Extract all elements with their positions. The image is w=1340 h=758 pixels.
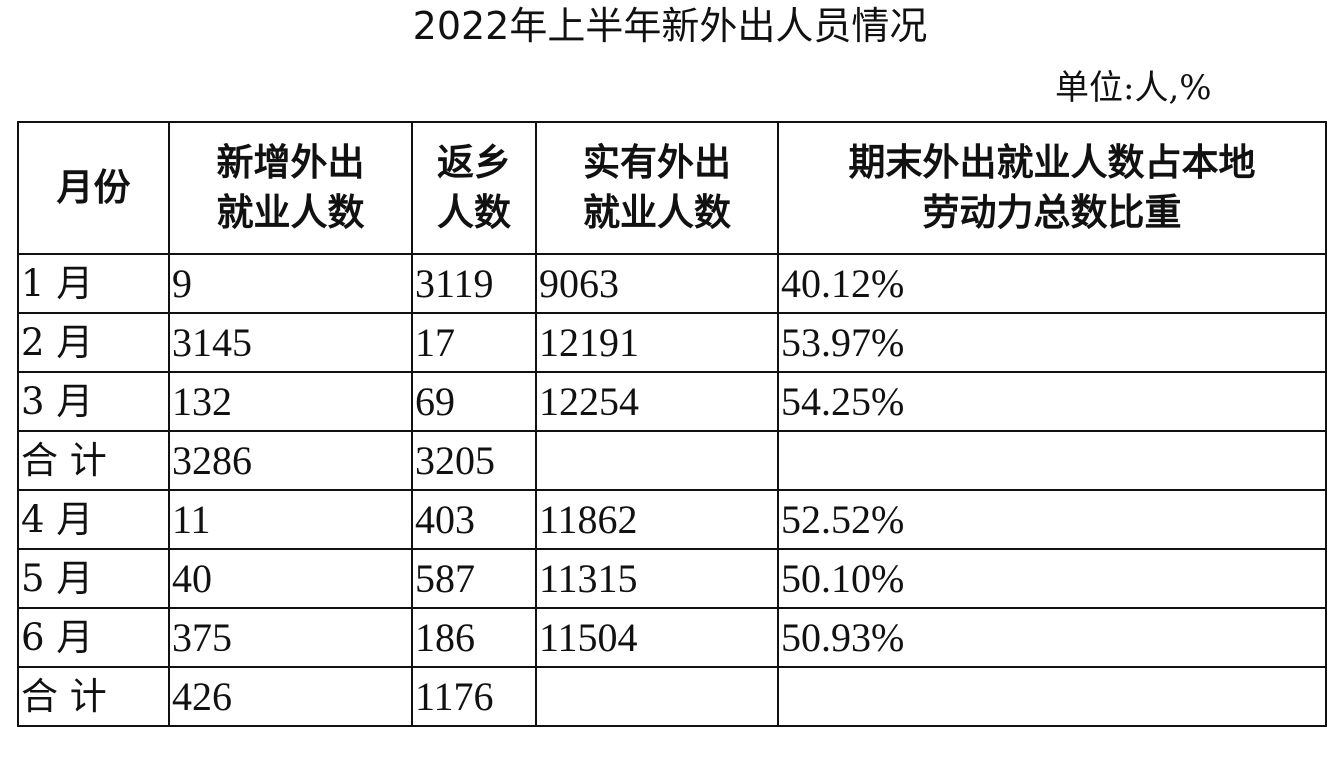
cell-outbound-share-of-labor: 52.52% [777,489,1327,550]
column-header-month: 月份 [17,121,170,255]
cell-new-outbound-employed: 426 [168,666,413,727]
cell-new-outbound-employed: 40 [168,548,413,609]
cell-outbound-share-of-labor: 50.93% [777,607,1327,668]
column-header-outbound-share-of-labor: 期末外出就业人数占本地 劳动力总数比重 [777,121,1327,255]
column-header-line: 实有外出 [583,141,731,184]
data-table: 月份 新增外出 就业人数 返乡 人数 实有外出 就业人数 期末外出就业人数占本地 劳动力总数比重… [17,121,1327,727]
column-header-line: 就业人数 [583,191,731,234]
cell-current-outbound-employed: 12254 [535,371,779,432]
column-header-line: 月份 [56,166,131,209]
cell-outbound-share-of-labor: 40.12% [777,253,1327,314]
cell-current-outbound-employed [535,430,779,491]
cell-outbound-share-of-labor: 50.10% [777,548,1327,609]
column-header-line: 返乡 [437,141,511,184]
cell-current-outbound-employed: 11504 [535,607,779,668]
table-row: 4 月 11 403 11862 52.52% [17,489,1327,550]
page-title: 2022年上半年新外出人员情况 [412,4,928,48]
cell-returned-home: 186 [411,607,537,668]
cell-outbound-share-of-labor: 53.97% [777,312,1327,373]
cell-returned-home: 17 [411,312,537,373]
cell-outbound-share-of-labor: 54.25% [777,371,1327,432]
cell-outbound-share-of-labor [777,430,1327,491]
cell-month: 合 计 [17,430,170,491]
unit-label: 单位:人,% [1055,68,1212,108]
column-header-line: 新增外出 [216,141,365,184]
cell-current-outbound-employed: 9063 [535,253,779,314]
column-header-line: 人数 [437,191,511,234]
cell-returned-home: 3119 [411,253,537,314]
table-row: 合 计 426 1176 [17,666,1327,727]
cell-current-outbound-employed [535,666,779,727]
table-row: 6 月 375 186 11504 50.93% [17,607,1327,668]
table-row: 2 月 3145 17 12191 53.97% [17,312,1327,373]
cell-month: 2 月 [17,312,170,373]
cell-month: 1 月 [17,253,170,314]
cell-new-outbound-employed: 9 [168,253,413,314]
cell-month: 5 月 [17,548,170,609]
cell-returned-home: 587 [411,548,537,609]
cell-new-outbound-employed: 11 [168,489,413,550]
table-row: 5 月 40 587 11315 50.10% [17,548,1327,609]
column-header-new-outbound-employed: 新增外出 就业人数 [168,121,413,255]
table-row: 合 计 3286 3205 [17,430,1327,491]
cell-outbound-share-of-labor [777,666,1327,727]
column-header-line: 就业人数 [216,191,365,234]
table-row: 1 月 9 3119 9063 40.12% [17,253,1327,314]
cell-returned-home: 1176 [411,666,537,727]
column-header-line: 劳动力总数比重 [922,191,1182,234]
cell-new-outbound-employed: 132 [168,371,413,432]
cell-returned-home: 69 [411,371,537,432]
column-header-line: 期末外出就业人数占本地 [848,141,1256,184]
cell-current-outbound-employed: 12191 [535,312,779,373]
cell-current-outbound-employed: 11862 [535,489,779,550]
column-header-returned-home: 返乡 人数 [411,121,537,255]
cell-new-outbound-employed: 3286 [168,430,413,491]
cell-month: 合 计 [17,666,170,727]
cell-new-outbound-employed: 375 [168,607,413,668]
cell-returned-home: 403 [411,489,537,550]
cell-month: 4 月 [17,489,170,550]
cell-current-outbound-employed: 11315 [535,548,779,609]
cell-month: 6 月 [17,607,170,668]
header-row: 月份 新增外出 就业人数 返乡 人数 实有外出 就业人数 期末外出就业人数占本地 劳动力总数比重 [17,121,1327,255]
cell-month: 3 月 [17,371,170,432]
column-header-current-outbound-employed: 实有外出 就业人数 [535,121,779,255]
cell-new-outbound-employed: 3145 [168,312,413,373]
table-row: 3 月 132 69 12254 54.25% [17,371,1327,432]
cell-returned-home: 3205 [411,430,537,491]
